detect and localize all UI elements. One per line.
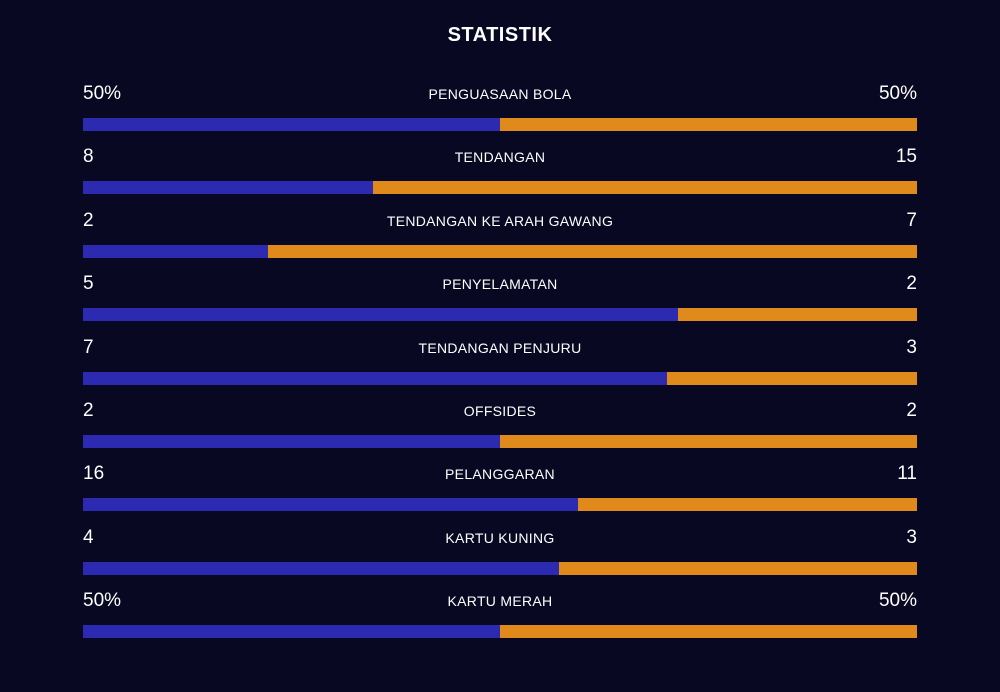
away-bar-segment [559,561,917,575]
stat-header: 4 KARTU KUNING 3 [83,524,917,552]
statistics-list: 50% PENGUASAAN BOLA 50% 8 TENDANGAN 15 [83,80,917,651]
stat-row: 50% KARTU MERAH 50% [83,587,917,650]
statistics-title: STATISTIK [447,24,553,46]
stat-header: 50% PENGUASAAN BOLA 50% [83,80,917,108]
home-bar-segment [83,371,667,385]
away-bar-segment [373,181,917,195]
home-value: 4 [83,526,94,548]
home-bar-segment [83,308,679,322]
comparison-bar [83,625,917,639]
home-bar-segment [83,118,500,131]
away-bar-segment [268,244,917,258]
stat-header: 8 TENDANGAN 15 [83,143,917,171]
stat-row: 4 KARTU KUNING 3 [83,524,917,587]
stat-label: TENDANGAN KE ARAH GAWANG [386,212,614,229]
stat-label: KARTU MERAH [447,593,553,610]
stat-header: 2 TENDANGAN KE ARAH GAWANG 7 [83,207,917,235]
away-bar-segment [678,308,917,322]
stat-header: 50% KARTU MERAH 50% [83,587,917,615]
home-value: 2 [83,209,94,231]
home-bar-segment [83,181,374,195]
home-value: 5 [83,273,94,295]
away-value: 11 [897,463,917,485]
away-bar-segment [500,625,917,639]
stat-header: 5 PENYELAMATAN 2 [83,270,917,298]
stat-label: PENGUASAAN BOLA [428,86,572,102]
home-bar-segment [83,498,578,512]
stat-label: PENYELAMATAN [442,276,558,293]
away-value: 2 [906,399,917,421]
comparison-bar [83,561,917,575]
stat-row: 8 TENDANGAN 15 [83,143,917,206]
home-value: 50% [83,590,122,612]
home-bar-segment [83,434,500,448]
away-bar-segment [577,498,917,512]
home-value: 7 [83,336,94,358]
away-bar-segment [500,434,917,448]
away-value: 3 [906,526,917,548]
stat-label: OFFSIDES [463,402,537,419]
stat-row: 2 TENDANGAN KE ARAH GAWANG 7 [83,207,917,270]
stat-header: 16 PELANGGARAN 11 [83,460,917,488]
comparison-bar [83,434,917,448]
away-value: 50% [878,590,917,612]
away-bar-segment [500,118,917,131]
comparison-bar [83,181,917,195]
home-bar-segment [83,561,560,575]
stat-label: KARTU KUNING [445,529,555,546]
comparison-bar [83,118,917,131]
home-value: 50% [83,83,122,104]
comparison-bar [83,498,917,512]
stat-row: 16 PELANGGARAN 11 [83,460,917,523]
stat-row: 2 OFFSIDES 2 [83,397,917,460]
stat-header: 7 TENDANGAN PENJURU 3 [83,334,917,362]
comparison-bar [83,244,917,258]
home-bar-segment [83,244,269,258]
stat-row: 5 PENYELAMATAN 2 [83,270,917,333]
home-value: 16 [83,463,105,485]
away-value: 15 [895,146,917,168]
comparison-bar [83,371,917,385]
away-value: 50% [878,83,917,104]
home-value: 8 [83,146,94,168]
stat-label: PELANGGARAN [445,466,555,483]
away-value: 7 [906,209,917,231]
home-bar-segment [83,625,500,639]
away-bar-segment [666,371,917,385]
stat-header: 2 OFFSIDES 2 [83,397,917,425]
stat-label: TENDANGAN PENJURU [418,339,582,356]
stat-row: 7 TENDANGAN PENJURU 3 [83,334,917,397]
comparison-bar [83,308,917,322]
home-value: 2 [83,399,94,421]
stat-row: 50% PENGUASAAN BOLA 50% [83,80,917,143]
away-value: 3 [906,336,917,358]
away-value: 2 [906,273,917,295]
stat-label: TENDANGAN [454,149,546,166]
